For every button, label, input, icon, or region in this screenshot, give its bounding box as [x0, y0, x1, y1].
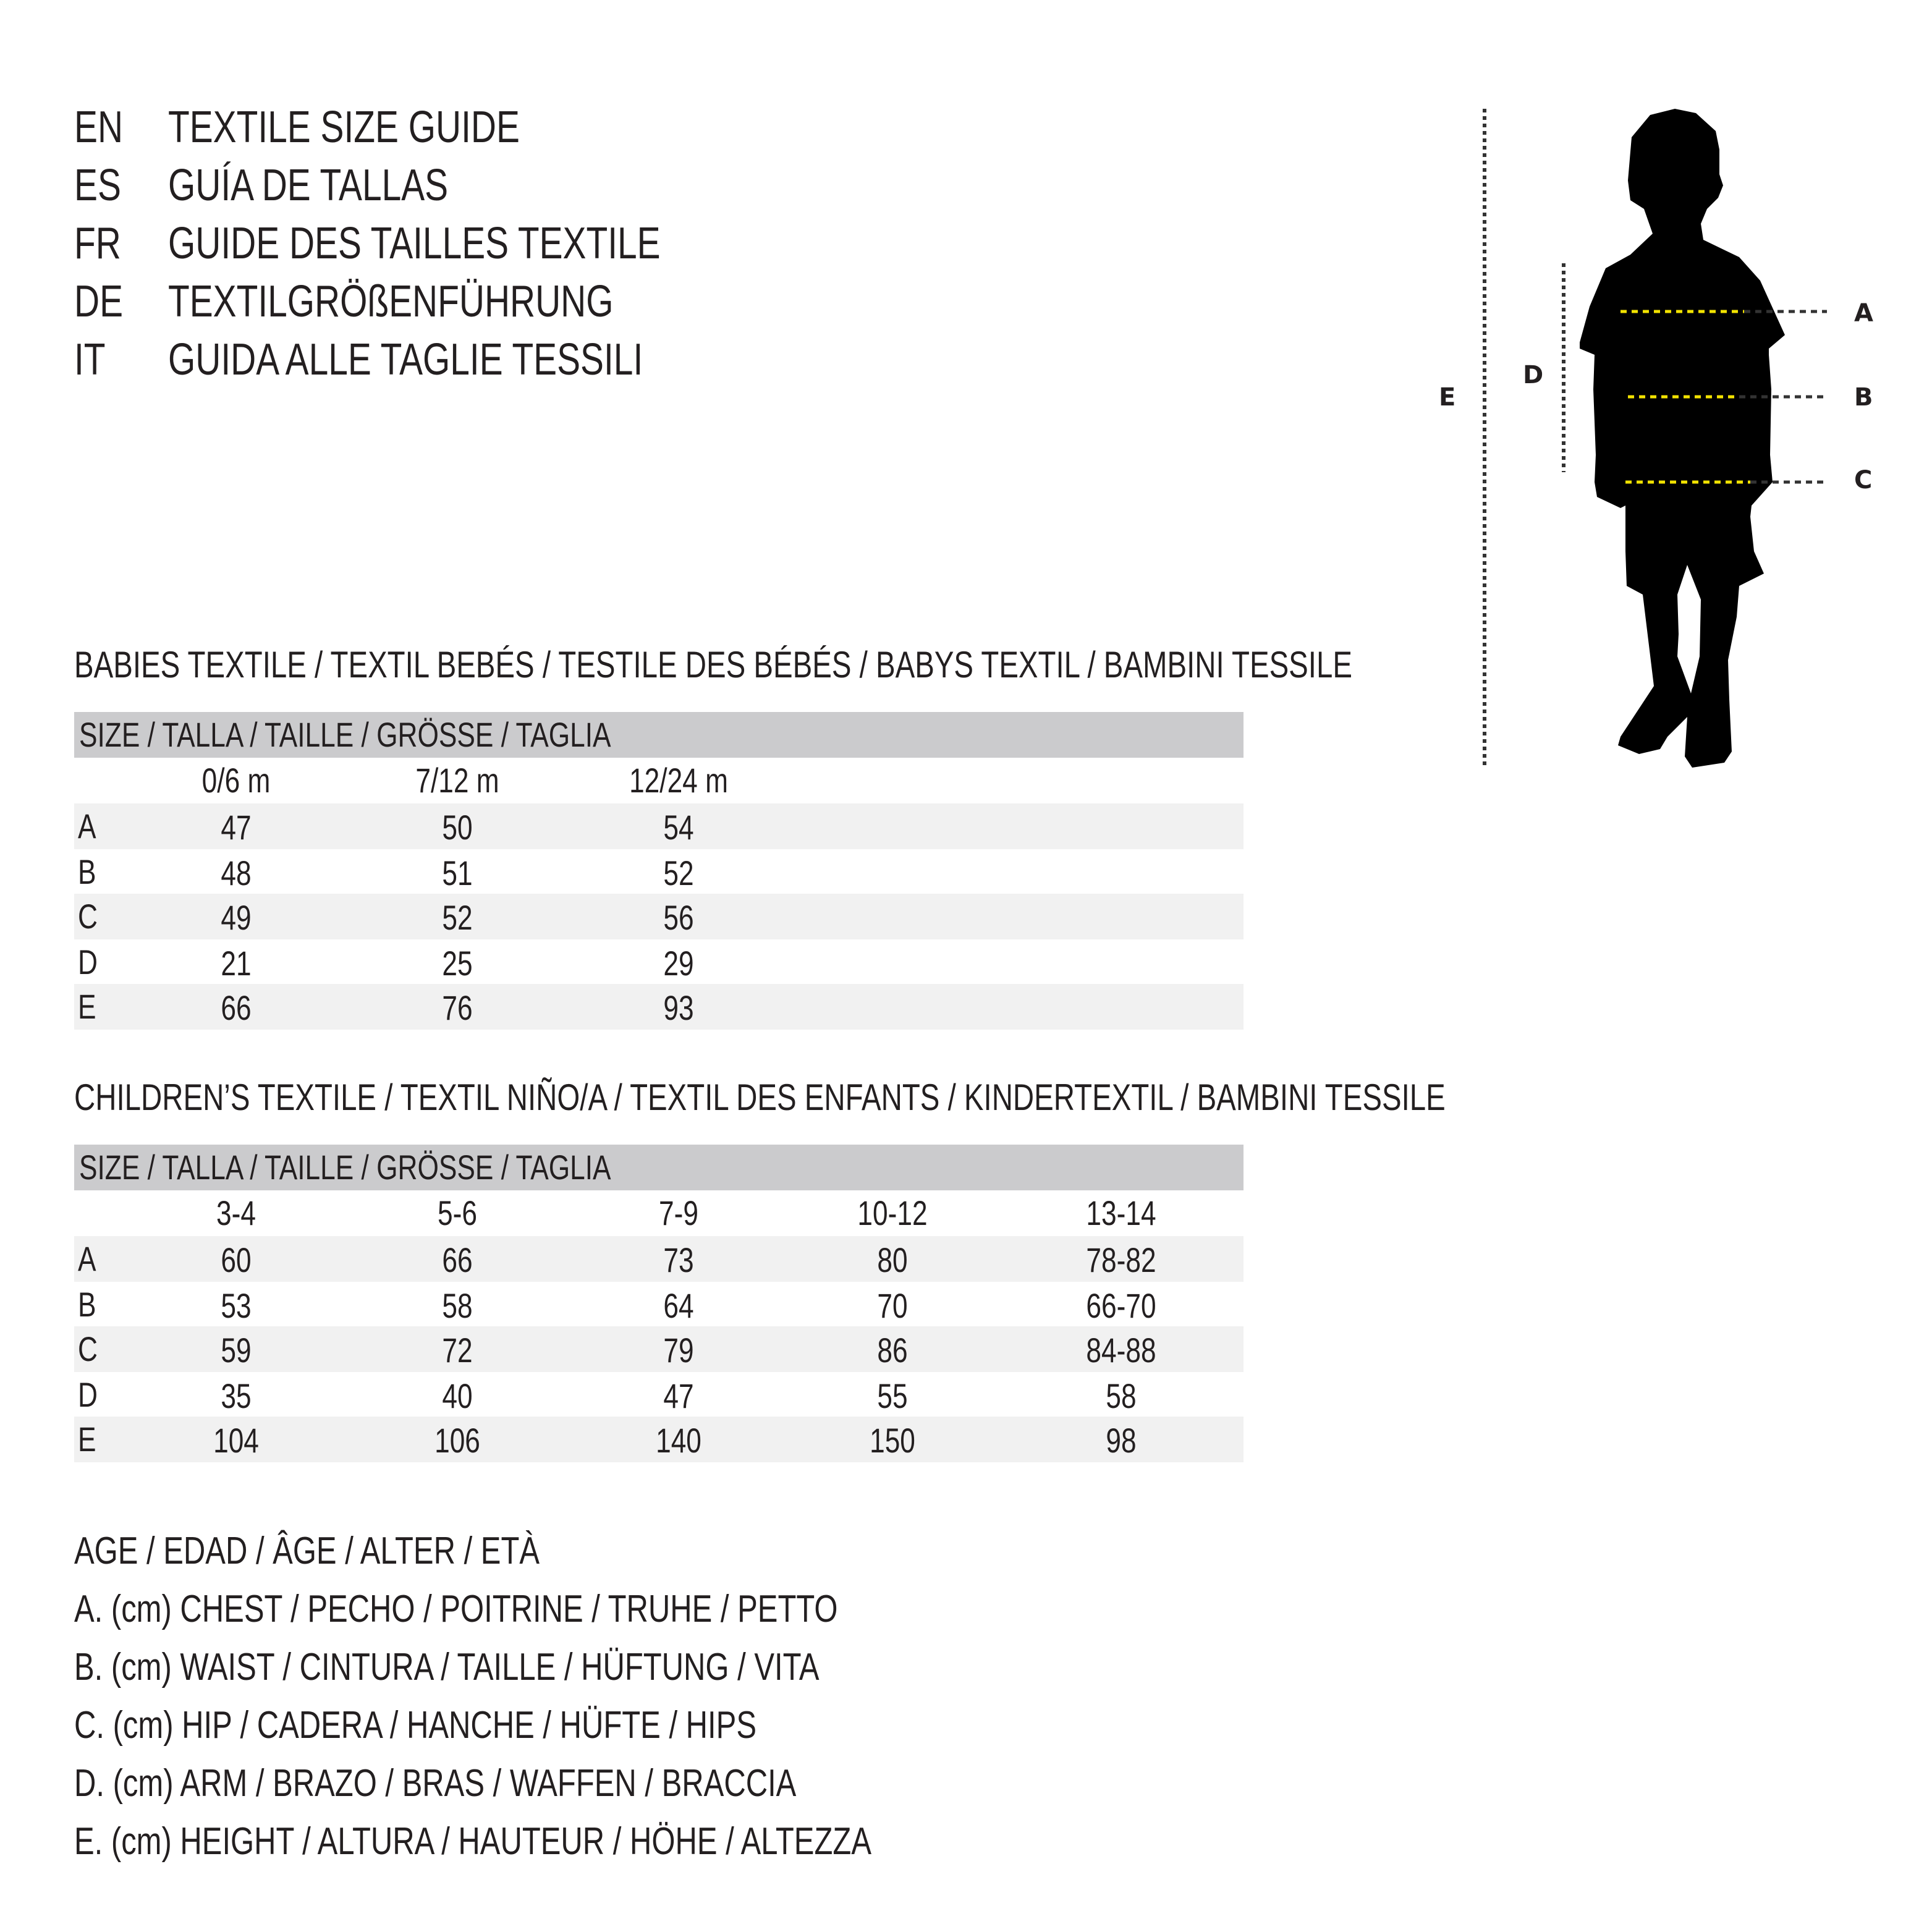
row-label: C [78, 897, 98, 936]
title-de: TEXTILGRÖßENFÜHRUNG [168, 276, 614, 326]
table-cell: 52 [442, 899, 473, 938]
row-label: E [78, 1420, 96, 1459]
size-header-label: SIZE / TALLA / TAILLE / GRÖSSE / TAGLIA [79, 716, 611, 754]
table-cell: 54 [663, 808, 694, 847]
legend-chest: A. (cm) CHEST / PECHO / POITRINE / TRUHE… [74, 1587, 838, 1630]
column-header: 7/12 m [415, 761, 499, 800]
lang-code-it: IT [74, 334, 106, 384]
table-cell: 21 [221, 944, 252, 983]
table-cell: 70 [877, 1286, 908, 1325]
legend-arm: D. (cm) ARM / BRAZO / BRAS / WAFFEN / BR… [74, 1761, 797, 1805]
table-cell: 73 [663, 1241, 694, 1279]
table-cell: 80 [877, 1241, 908, 1279]
column-header: 0/6 m [201, 761, 271, 800]
table-cell: 104 [213, 1421, 259, 1460]
title-fr: GUIDE DES TAILLES TEXTILE [168, 218, 661, 268]
title-en: TEXTILE SIZE GUIDE [168, 101, 520, 152]
table-cell: 58 [1106, 1376, 1137, 1415]
size-header-bar [74, 1145, 1244, 1190]
table-cell: 47 [221, 808, 252, 847]
table-cell: 86 [877, 1331, 908, 1370]
table-cell: 76 [442, 989, 473, 1028]
table-cell: 79 [663, 1331, 694, 1370]
child-silhouette-icon [1580, 109, 1785, 768]
table-cell: 50 [442, 808, 473, 847]
table-cell: 58 [442, 1286, 473, 1325]
table-cell: 66-70 [1086, 1286, 1156, 1325]
title-es: GUÍA DE TALLAS [168, 159, 449, 210]
column-header: 10-12 [857, 1194, 928, 1232]
table-cell: 55 [877, 1376, 908, 1415]
label-b: B [1854, 383, 1873, 412]
size-header-bar [74, 712, 1244, 758]
table-cell: 84-88 [1086, 1331, 1156, 1370]
table-cell: 66 [442, 1241, 473, 1279]
row-label: D [78, 943, 98, 981]
legend-age: AGE / EDAD / ÂGE / ALTER / ETÀ [74, 1529, 540, 1572]
row-label: D [78, 1375, 98, 1414]
table-cell: 60 [221, 1241, 252, 1279]
lang-code-es: ES [74, 159, 121, 210]
column-header: 3-4 [216, 1194, 256, 1232]
legend-waist: B. (cm) WAIST / CINTURA / TAILLE / HÜFTU… [74, 1645, 820, 1688]
table-cell: 150 [870, 1421, 915, 1460]
children-heading: CHILDREN’S TEXTILE / TEXTIL NIÑO/A / TEX… [74, 1078, 1446, 1119]
legend-height: E. (cm) HEIGHT / ALTURA / HAUTEUR / HÖHE… [74, 1820, 871, 1863]
table-row [74, 984, 1244, 1030]
column-header: 13-14 [1086, 1194, 1156, 1232]
size-header-label: SIZE / TALLA / TAILLE / GRÖSSE / TAGLIA [79, 1148, 611, 1187]
table-cell: 140 [656, 1421, 701, 1460]
table-cell: 40 [442, 1376, 473, 1415]
row-label: A [78, 807, 96, 845]
column-header: 7-9 [659, 1194, 698, 1232]
table-cell: 49 [221, 899, 252, 938]
row-label: A [78, 1240, 96, 1278]
table-cell: 53 [221, 1286, 252, 1325]
table-cell: 98 [1106, 1421, 1137, 1460]
table-cell: 64 [663, 1286, 694, 1325]
table-cell: 56 [663, 899, 694, 938]
table-row [74, 894, 1244, 939]
title-it: GUIDA ALLE TAGLIE TESSILI [168, 334, 643, 384]
table-cell: 93 [663, 989, 694, 1028]
table-cell: 72 [442, 1331, 473, 1370]
lang-code-fr: FR [74, 218, 121, 268]
table-row [74, 1236, 1244, 1282]
table-cell: 29 [663, 944, 694, 983]
row-label: B [78, 1285, 96, 1324]
table-row [74, 803, 1244, 849]
label-c: C [1854, 466, 1872, 494]
row-label: C [78, 1330, 98, 1369]
table-cell: 106 [434, 1421, 480, 1460]
label-e: E [1439, 383, 1455, 412]
table-row [74, 1326, 1244, 1372]
table-cell: 47 [663, 1376, 694, 1415]
babies-heading: BABIES TEXTILE / TEXTIL BEBÉS / TESTILE … [74, 645, 1352, 686]
label-d: D [1523, 361, 1543, 389]
lang-code-de: DE [74, 276, 124, 326]
column-header: 12/24 m [629, 761, 728, 800]
table-cell: 35 [221, 1376, 252, 1415]
row-label: E [78, 988, 96, 1027]
row-label: B [78, 852, 96, 891]
column-header: 5-6 [438, 1194, 477, 1232]
table-cell: 78-82 [1086, 1241, 1156, 1279]
table-cell: 66 [221, 989, 252, 1028]
legend-hip: C. (cm) HIP / CADERA / HANCHE / HÜFTE / … [74, 1703, 757, 1747]
table-cell: 59 [221, 1331, 252, 1370]
label-a: A [1854, 299, 1873, 328]
table-cell: 48 [221, 854, 252, 892]
lang-code-en: EN [74, 101, 124, 152]
table-row [74, 1417, 1244, 1462]
table-cell: 52 [663, 854, 694, 892]
table-cell: 51 [442, 854, 473, 892]
table-cell: 25 [442, 944, 473, 983]
